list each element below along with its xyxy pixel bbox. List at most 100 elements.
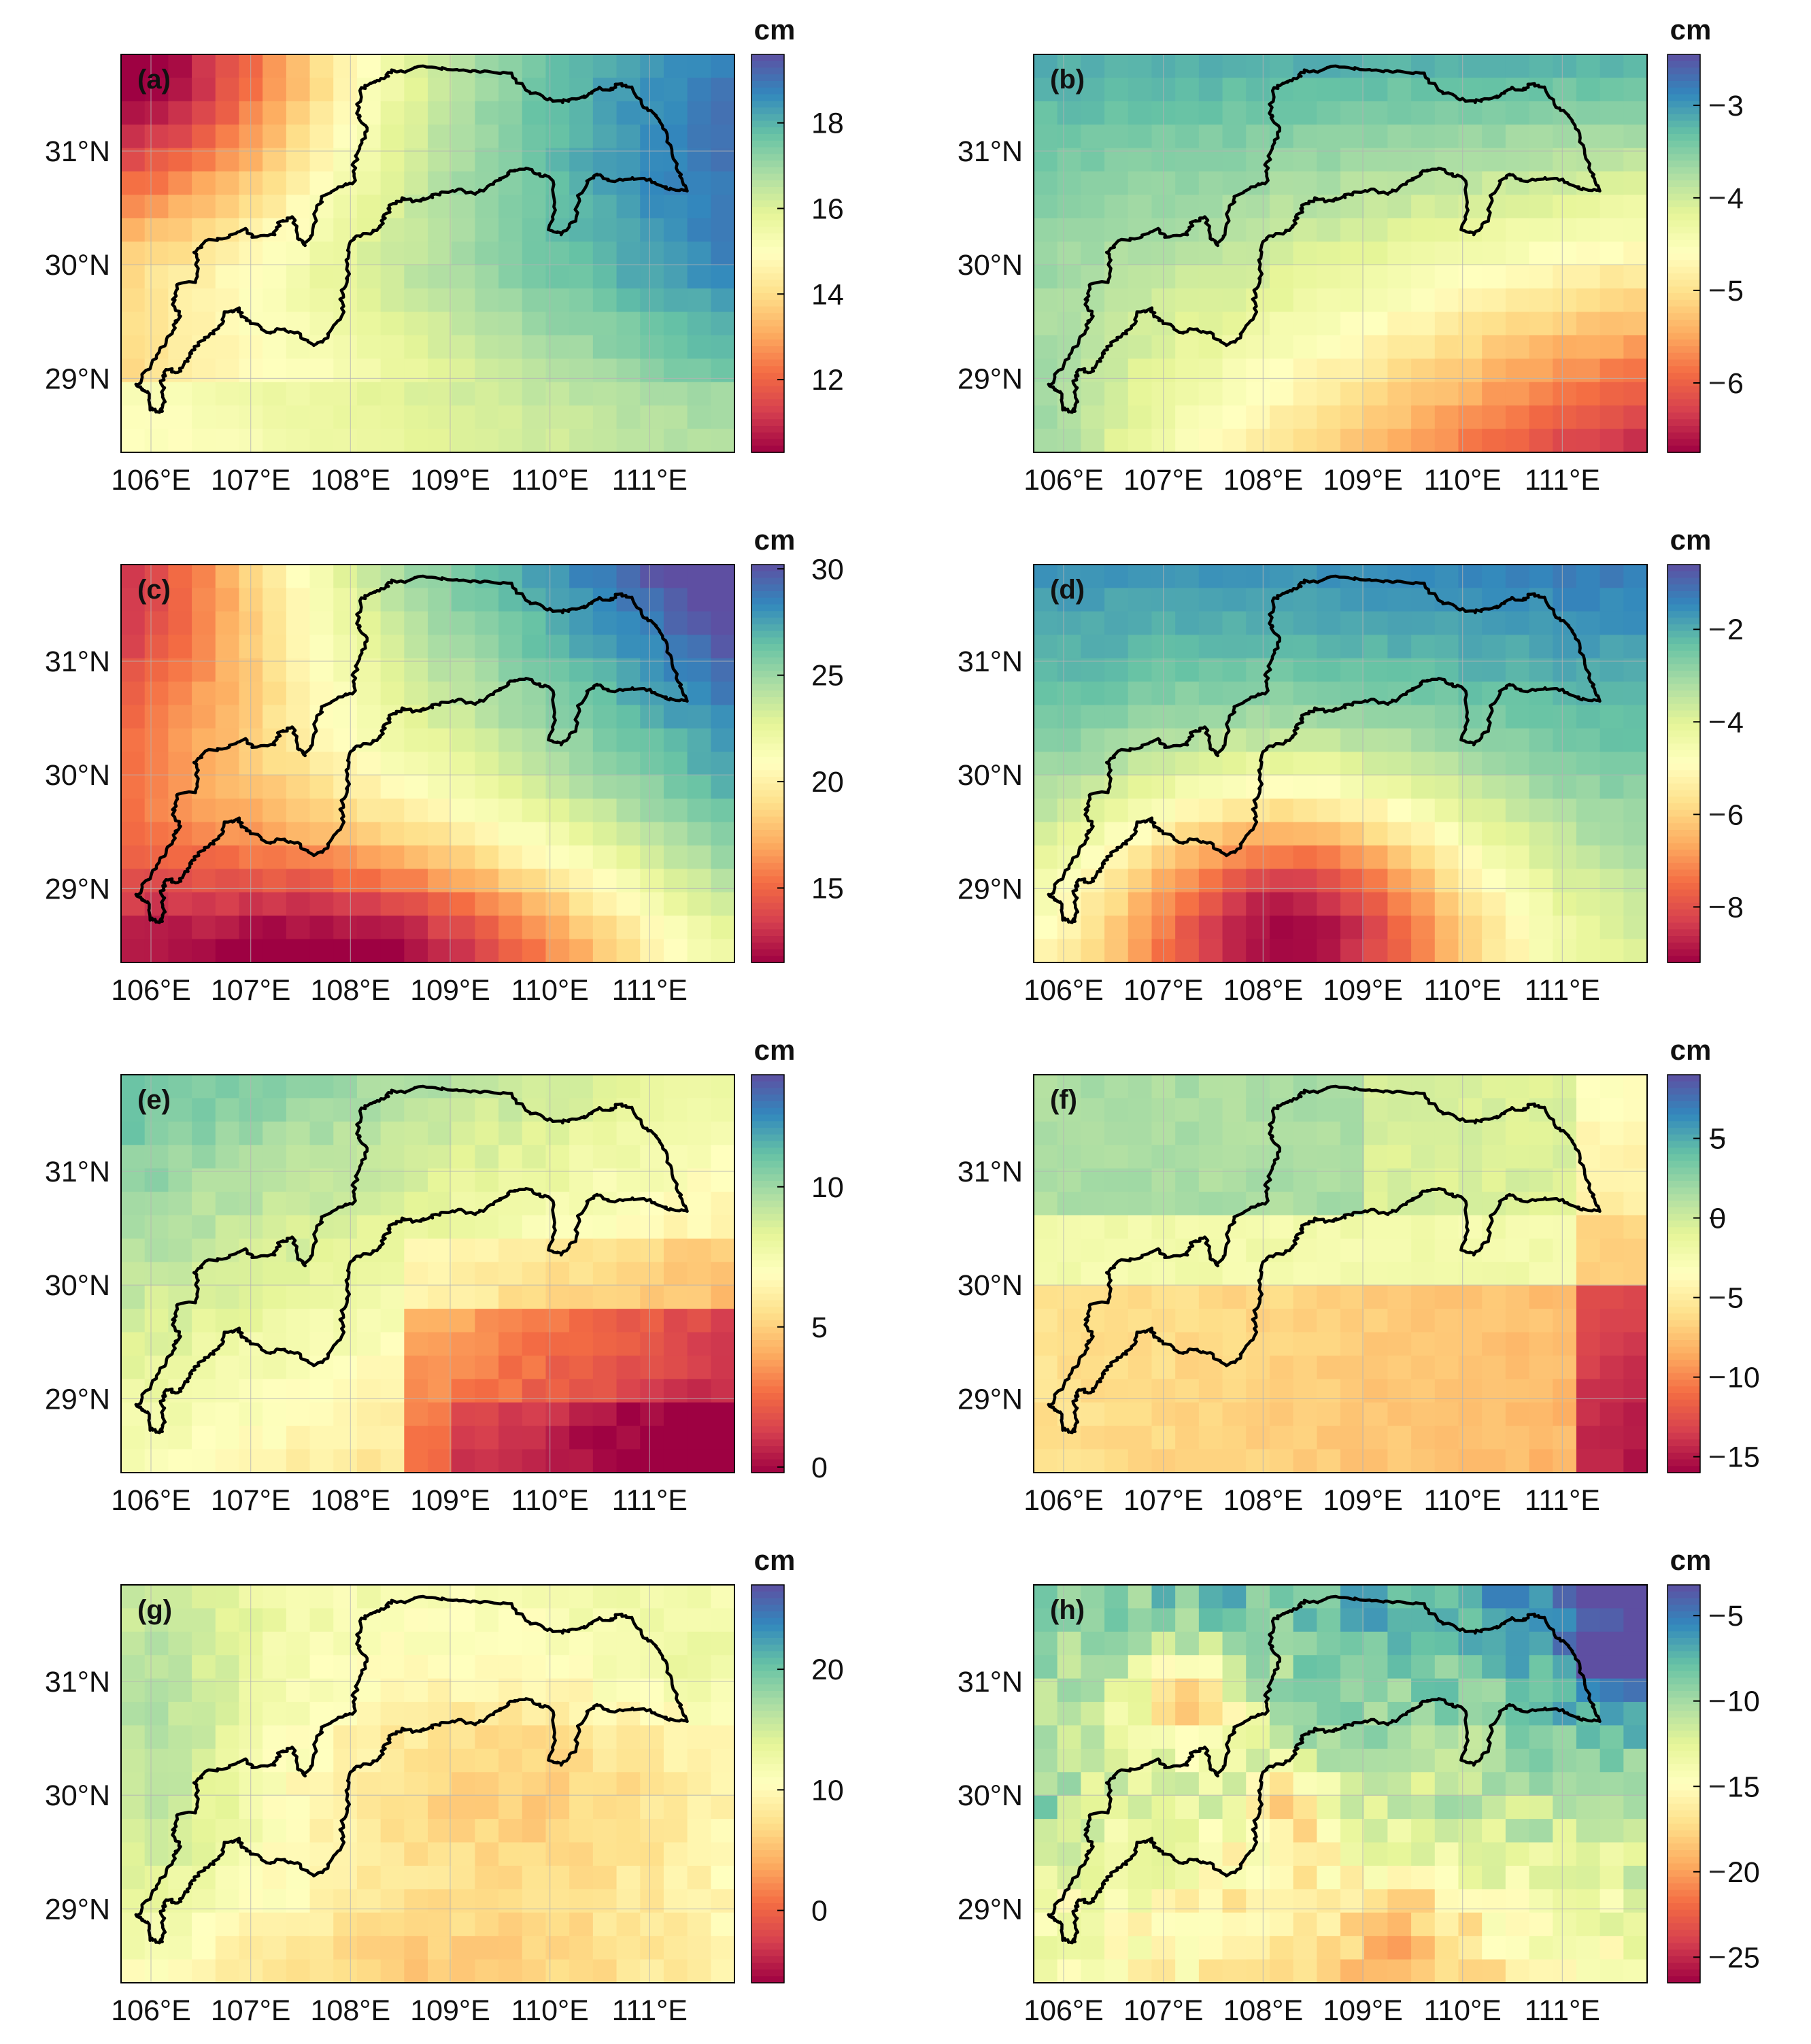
heatmap-cell <box>1034 658 1058 682</box>
heatmap-cell <box>640 195 664 219</box>
heatmap-cell <box>616 635 641 659</box>
heatmap-cell <box>309 916 334 940</box>
heatmap-cell <box>168 1959 192 1983</box>
heatmap-cell <box>1034 611 1058 635</box>
colorbar-segment <box>1668 405 1700 414</box>
heatmap-cell <box>1458 1795 1483 1820</box>
lat-tick-label: 29°N <box>958 873 1023 905</box>
heatmap-cell <box>428 1238 452 1262</box>
heatmap-cell <box>1529 1819 1553 1843</box>
lat-tick-label: 30°N <box>958 759 1023 792</box>
heatmap-cell <box>1411 382 1436 406</box>
heatmap-cell <box>616 1192 641 1216</box>
heatmap-cell <box>1576 588 1601 612</box>
colorbar-segment <box>1668 750 1700 758</box>
heatmap-cell <box>1128 892 1153 916</box>
heatmap-cell <box>380 218 405 242</box>
heatmap-cell <box>1505 939 1530 963</box>
colorbar-segment <box>751 1790 784 1798</box>
panel-label: (g) <box>137 1595 172 1625</box>
heatmap-cell <box>1529 1725 1553 1749</box>
heatmap-cell <box>144 1145 169 1169</box>
heatmap-cell <box>1269 1702 1294 1726</box>
heatmap-cell <box>1623 1449 1648 1473</box>
heatmap-cell <box>1505 1215 1530 1239</box>
heatmap-cell <box>1057 124 1081 149</box>
heatmap-cell <box>121 1121 146 1145</box>
colorbar-segment <box>1668 154 1700 161</box>
heatmap-cell <box>1529 1772 1553 1796</box>
heatmap-cell <box>1198 171 1223 196</box>
colorbar-segment <box>751 267 784 274</box>
heatmap-cell <box>475 1585 499 1609</box>
heatmap-cell <box>569 1889 594 1913</box>
heatmap-cell <box>545 845 570 869</box>
heatmap-cell <box>1081 1262 1105 1286</box>
heatmap-cell <box>1387 1285 1412 1309</box>
heatmap-cell <box>1364 1912 1388 1937</box>
heatmap-cell <box>1623 658 1648 682</box>
heatmap-cell <box>1340 1121 1365 1145</box>
heatmap-cell <box>1553 939 1577 963</box>
heatmap-cell <box>522 101 547 125</box>
heatmap-cell <box>616 1449 641 1473</box>
heatmap-cell <box>1387 799 1412 823</box>
heatmap-cell <box>1364 148 1388 172</box>
heatmap-cell <box>1175 1585 1200 1609</box>
colorbar-segment <box>1668 1684 1700 1692</box>
heatmap-cell <box>286 1795 311 1820</box>
heatmap-cell <box>1600 1262 1624 1286</box>
map-frame <box>120 1074 735 1473</box>
heatmap-cell <box>1222 1449 1247 1473</box>
heatmap-cell <box>1411 1192 1436 1216</box>
heatmap-cell <box>1081 171 1105 196</box>
heatmap-cell <box>1293 1379 1317 1403</box>
heatmap-cell <box>640 658 664 682</box>
heatmap-cell <box>215 358 240 383</box>
colorbar-segment <box>751 1174 784 1182</box>
heatmap-cell <box>1222 358 1247 383</box>
heatmap-cell <box>380 1912 405 1937</box>
heatmap-cell <box>1081 78 1105 102</box>
heatmap-cell <box>1458 682 1483 706</box>
heatmap-cell <box>263 799 287 823</box>
heatmap-cell <box>1034 1192 1058 1216</box>
heatmap-cell <box>380 588 405 612</box>
colorbar-segment <box>1668 240 1700 248</box>
heatmap-cell <box>1081 382 1105 406</box>
heatmap-cell <box>1293 892 1317 916</box>
heatmap-cell <box>1364 799 1388 823</box>
heatmap-cell <box>616 658 641 682</box>
heatmap-cell <box>121 658 146 682</box>
heatmap-cell <box>1175 429 1200 453</box>
heatmap-cell <box>1411 405 1436 430</box>
heatmap-cell <box>1458 565 1483 589</box>
heatmap-cell <box>1623 358 1648 383</box>
heatmap-cell <box>1529 195 1553 219</box>
colorbar-segment <box>1668 1962 1700 1971</box>
heatmap-cell <box>1128 869 1153 893</box>
heatmap-cell <box>1057 1215 1081 1239</box>
heatmap-cell <box>1175 195 1200 219</box>
heatmap-cell <box>1246 1912 1270 1937</box>
heatmap-cell <box>168 845 192 869</box>
heatmap-cell <box>356 845 382 869</box>
heatmap-cell <box>1293 588 1317 612</box>
colorbar-segment <box>751 101 784 108</box>
heatmap-cell <box>1198 1426 1223 1450</box>
heatmap-cell <box>428 845 452 869</box>
heatmap-cell <box>451 358 475 383</box>
heatmap-cell <box>451 241 475 266</box>
heatmap-cell <box>1128 382 1153 406</box>
colorbar-segment <box>1668 1850 1700 1858</box>
heatmap-cell <box>309 565 334 589</box>
heatmap-cell <box>1034 939 1058 963</box>
heatmap-cell <box>1623 1332 1648 1356</box>
heatmap-cell <box>309 635 334 659</box>
heatmap-cell <box>1600 658 1624 682</box>
colorbar-segment <box>751 1817 784 1824</box>
heatmap-cell <box>1600 1285 1624 1309</box>
heatmap-cell <box>144 1192 169 1216</box>
colorbar-segment <box>751 1340 784 1347</box>
